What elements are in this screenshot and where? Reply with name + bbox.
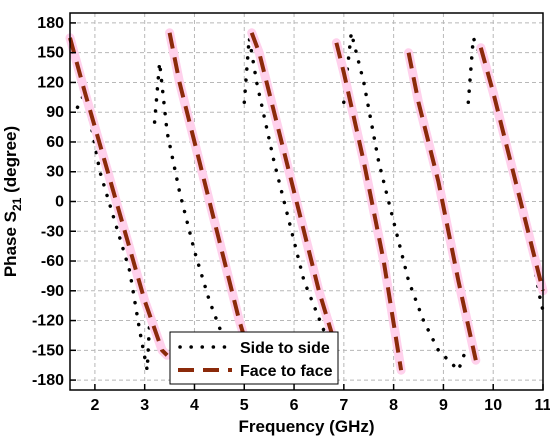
y-tick-label: 30 <box>46 164 64 181</box>
grid <box>70 13 543 390</box>
y-axis-title-prefix: Phase S <box>1 211 20 277</box>
series-line <box>68 37 169 357</box>
series-glow <box>65 33 172 360</box>
x-tick-label: 10 <box>484 397 502 414</box>
series-line <box>478 47 545 292</box>
x-tick-label: 11 <box>535 397 550 414</box>
x-tick-label: 2 <box>90 397 99 414</box>
legend-label: Face to face <box>240 363 333 380</box>
y-tick-label: 180 <box>37 15 64 32</box>
legend-box <box>169 331 339 385</box>
series-face-to-face <box>65 28 548 375</box>
y-tick-label: 150 <box>37 45 64 62</box>
series-line <box>342 32 468 374</box>
y-tick-label: 0 <box>55 194 64 211</box>
series-layer <box>65 28 548 375</box>
legend-label: Side to side <box>240 340 330 357</box>
x-tick-label: 8 <box>389 397 398 414</box>
y-tick-label: 90 <box>46 104 64 121</box>
y-tick-label: -30 <box>41 223 64 240</box>
x-tick-label: 6 <box>290 397 299 414</box>
y-tick-label: -60 <box>41 253 64 270</box>
y-tick-label: -120 <box>32 313 64 330</box>
y-tick-label: -90 <box>41 283 64 300</box>
x-tick-label: 9 <box>439 397 448 414</box>
y-axis-title-sub: 21 <box>10 197 24 211</box>
y-tick-label: 60 <box>46 134 64 151</box>
x-axis-title: Frequency (GHz) <box>238 417 374 436</box>
ticks: 2 3 4 5 6 7 8 9 10 11 180 150 120 90 60 30 0 -30 -60 -90 -12… <box>32 15 550 414</box>
series-line <box>466 37 545 313</box>
series-line <box>152 62 242 365</box>
y-axis-title-suffix: (degree) <box>1 126 20 198</box>
x-tick-label: 7 <box>339 397 348 414</box>
legend: Side to side Face to face <box>169 331 339 385</box>
series-line <box>406 52 478 361</box>
series-line <box>249 32 336 341</box>
y-tick-label: -180 <box>32 372 64 389</box>
x-tick-label: 4 <box>190 397 199 414</box>
series-line <box>167 32 249 346</box>
y-tick-label: -150 <box>32 342 64 359</box>
series-line <box>334 42 404 371</box>
x-tick-label: 5 <box>240 397 249 414</box>
y-tick-label: 120 <box>37 74 64 91</box>
x-tick-label: 3 <box>140 397 149 414</box>
y-axis-title: Phase S21 (degree) <box>1 126 24 277</box>
